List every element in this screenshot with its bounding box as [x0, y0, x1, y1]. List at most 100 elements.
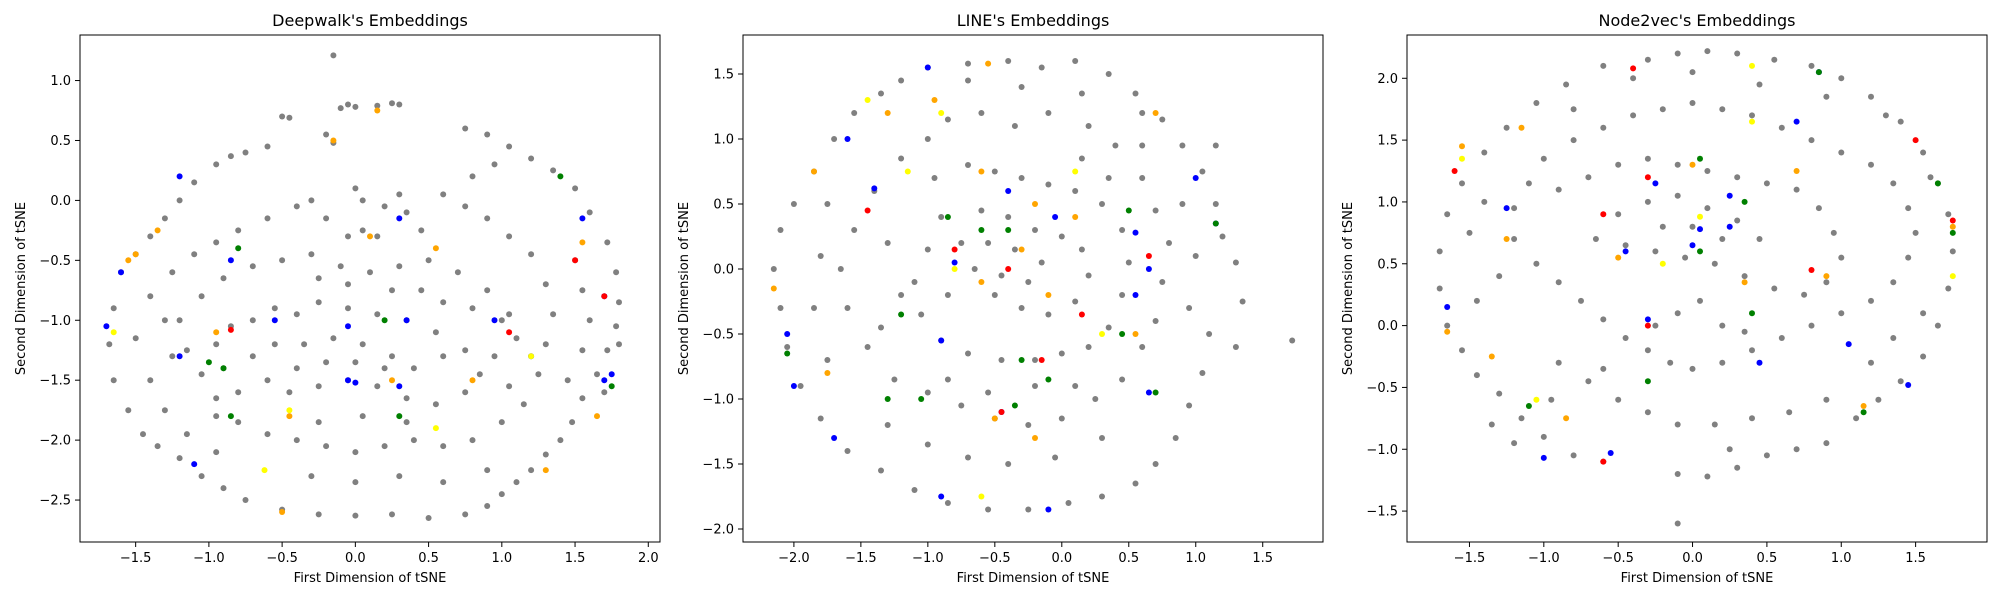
scatter-point-series-0 [491, 161, 498, 168]
scatter-point-series-0 [1152, 461, 1159, 467]
scatter-point-series-1 [951, 259, 958, 266]
y-tick-label: 0.5 [50, 134, 71, 149]
scatter-point-series-0 [1212, 201, 1219, 207]
y-axis-label: Second Dimension of tSNE [677, 202, 692, 375]
scatter-point-series-3 [1600, 458, 1607, 465]
scatter-point-series-0 [1682, 254, 1689, 261]
scatter-point-series-0 [1511, 205, 1518, 212]
scatter-point-series-0 [1219, 233, 1226, 240]
scatter-point-series-0 [1119, 376, 1126, 383]
y-tick-label: −1.0 [39, 314, 71, 329]
scatter-point-series-0 [1704, 473, 1711, 480]
scatter-point-series-0 [235, 389, 242, 396]
scatter-point-series-0 [279, 257, 286, 264]
scatter-point-series-0 [315, 299, 322, 306]
scatter-point-series-0 [462, 511, 469, 518]
scatter-point-series-0 [844, 448, 851, 454]
y-axis-ticks: −2.5 −2.0 −1.5 −1.0 −0.5 0.0 0.5 1.0 [39, 74, 80, 509]
scatter-point-series-2 [931, 97, 938, 103]
y-tick-label: 0.5 [713, 198, 734, 213]
scatter-point-series-5 [978, 493, 985, 500]
scatter-point-series-0 [249, 353, 256, 360]
scatter-point-series-0 [1689, 69, 1696, 76]
scatter-point-series-0 [491, 353, 498, 360]
scatter-point-series-0 [601, 389, 608, 396]
scatter-point-series-2 [125, 257, 132, 264]
scatter-point-series-0 [1099, 435, 1105, 441]
x-tick-label: −1.5 [120, 551, 152, 566]
scatter-point-series-1 [403, 317, 410, 324]
x-tick-label: −2.0 [778, 551, 810, 566]
scatter-point-series-1 [871, 185, 878, 192]
scatter-point-series-5 [286, 407, 293, 414]
scatter-point-series-1 [1145, 266, 1152, 272]
scatter-point-series-2 [367, 233, 373, 240]
scatter-point-series-0 [1481, 149, 1488, 156]
scatter-point-series-1 [1005, 188, 1012, 194]
x-tick-label: −0.5 [266, 551, 298, 566]
scatter-point-series-0 [125, 407, 132, 414]
scatter-point-series-2 [1793, 168, 1800, 174]
scatter-point-series-0 [1823, 396, 1830, 403]
scatter-point-series-2 [132, 251, 139, 258]
scatter-point-series-0 [1868, 297, 1874, 304]
scatter-point-series-0 [579, 347, 586, 354]
scatter-point-series-0 [1555, 359, 1562, 366]
scatter-point-series-0 [1674, 310, 1681, 317]
scatter-point-series-0 [1436, 285, 1443, 292]
scatter-point-series-4 [1045, 376, 1052, 383]
scatter-point-series-0 [1444, 322, 1451, 329]
scatter-point-series-3 [951, 246, 958, 253]
scatter-point-series-0 [1644, 155, 1651, 162]
scatter-point-series-0 [1890, 180, 1897, 187]
scatter-point-series-0 [898, 155, 905, 162]
scatter-point-series-4 [1749, 310, 1755, 317]
scatter-point-series-1 [345, 377, 351, 384]
scatter-point-series-0 [176, 317, 183, 324]
scatter-point-series-4 [1934, 180, 1941, 187]
scatter-point-series-2 [542, 467, 549, 474]
y-tick-label: −2.0 [39, 434, 71, 449]
x-tick-label: 0.0 [345, 551, 366, 566]
x-tick-label: 1.0 [1831, 551, 1852, 566]
scatter-point-series-0 [352, 103, 359, 110]
y-tick-label: 1.0 [713, 133, 734, 148]
scatter-point-series-0 [1890, 335, 1897, 341]
scatter-point-series-4 [1697, 248, 1703, 255]
scatter-point-series-0 [958, 402, 965, 409]
scatter-point-series-0 [198, 293, 205, 300]
scatter-point-series-4 [381, 317, 388, 324]
scatter-point-series-2 [824, 370, 831, 376]
scatter-point-series-0 [1830, 229, 1837, 236]
scatter-point-series-0 [797, 383, 804, 389]
scatter-point-series-0 [1496, 390, 1503, 397]
scatter-point-series-0 [1032, 383, 1038, 389]
scatter-point-series-0 [235, 419, 242, 426]
scatter-point-series-0 [381, 203, 388, 210]
scatter-point-series-0 [520, 401, 527, 408]
scatter-point-series-0 [352, 185, 359, 192]
scatter-point-series-0 [1890, 279, 1897, 286]
scatter-point-series-0 [1466, 229, 1473, 236]
x-tick-label: −0.5 [979, 551, 1011, 566]
scatter-point-series-0 [169, 269, 176, 276]
scatter-point-series-0 [1105, 324, 1112, 331]
scatter-point-series-0 [1756, 236, 1763, 242]
scatter-point-series-3 [1078, 311, 1085, 318]
scatter-point-series-3 [1644, 174, 1651, 181]
scatter-point-series-0 [396, 473, 403, 480]
scatter-point-series-0 [1555, 279, 1562, 286]
x-tick-label: −0.5 [1602, 551, 1634, 566]
scatter-point-series-0 [191, 179, 198, 186]
scatter-point-series-0 [506, 383, 513, 390]
x-tick-label: 0.0 [1051, 551, 1072, 566]
scatter-point-series-0 [1949, 248, 1956, 255]
scatter-point-series-2 [1503, 236, 1510, 242]
scatter-point-series-0 [264, 143, 271, 150]
scatter-point-series-2 [1444, 328, 1451, 335]
scatter-point-series-0 [1749, 415, 1755, 422]
scatter-point-series-0 [1159, 279, 1166, 285]
scatter-point-series-0 [542, 341, 549, 348]
scatter-point-series-0 [264, 431, 271, 438]
scatter-point-series-0 [220, 275, 227, 282]
